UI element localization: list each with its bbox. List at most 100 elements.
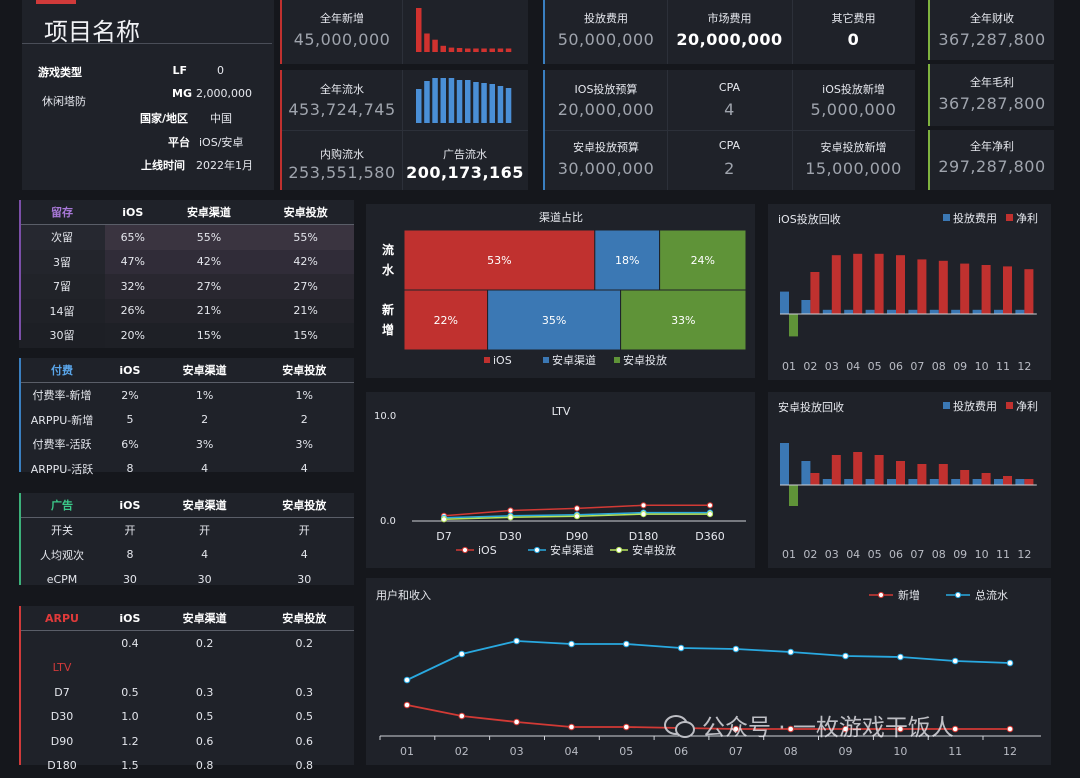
data-label: 18% [615,254,639,267]
tick-label: 05 [868,548,882,561]
table-header-cell: 安卓渠道 [161,200,258,225]
tick-label: 03 [825,360,839,373]
kpi-panel-users: 全年新增 45,000,000 [280,0,528,64]
table-cell: 1% [155,383,255,408]
table-cell: 次留 [19,225,105,250]
table-cell: 0.5 [155,705,255,730]
table-cell: 30留 [19,323,105,348]
tick-label: 04 [565,745,579,758]
sparkline-bar [481,83,487,123]
data-point [952,658,958,664]
sparkline-bar [465,49,471,53]
bar [875,455,884,485]
info-label-mg: MG [117,87,192,100]
brand-mark [36,0,76,4]
bar [789,485,798,506]
table-cell: 42% [257,250,354,275]
tick-label: 02 [803,548,817,561]
table-cell: 42% [161,250,258,275]
bar [896,461,905,485]
data-point [514,638,520,644]
table-cell: 20% [105,323,161,348]
tick-label: 04 [846,360,860,373]
bar [832,255,841,314]
legend-label: 净利 [1016,211,1038,225]
kpi-ios-cpa-value: 4 [667,100,792,119]
table-header-cell: 安卓投放 [257,200,354,225]
table-cell: 3留 [19,250,105,275]
table-cell: LTV [19,656,105,681]
info-label-region: 国家/地区 [117,110,188,126]
sparkline-bar [457,48,463,52]
table-cell: 15% [257,323,354,348]
tick-label: 10 [893,745,907,758]
tick-label: 03 [825,548,839,561]
bar [789,314,798,336]
y-tick-label: 10.0 [374,411,396,422]
legend-label: iOS [478,544,497,557]
table-cell: 27% [257,274,354,299]
tick-label: D360 [695,530,724,543]
tick-label: D90 [566,530,588,543]
legend-marker [534,547,539,552]
legend-swatch [1006,214,1013,221]
kpi-ios-budget-value: 20,000,000 [545,100,667,119]
bar [982,265,991,314]
tick-label: 11 [996,548,1010,561]
sparkline-bar [506,88,512,123]
data-point [569,641,575,647]
bar [973,479,982,485]
table-cell: 65% [105,225,161,250]
sparkline-bar [416,89,422,123]
tick-label: 08 [932,360,946,373]
sparkline-bar [498,86,504,123]
bar [951,310,960,314]
table-header-cell: iOS [105,200,161,225]
y-tick-label: 0.0 [380,516,396,527]
sparkline-bar [457,80,463,123]
table-header-cell: ARPU [19,606,105,631]
legend-marker [462,547,467,552]
table-cell: 开 [254,518,354,543]
data-point [574,514,579,519]
table-cell: 7留 [19,274,105,299]
bar [844,310,853,314]
bar [960,264,969,314]
kpi-new-users-label: 全年新增 [282,10,402,26]
table-cell: 26% [105,299,161,324]
chart-title: 用户和收入 [376,588,431,602]
kpi-ios-budget-label: IOS投放预算 [545,81,667,97]
table-cell: D90 [19,729,105,754]
tick-label: 01 [782,360,796,373]
kpi-android-cpa-label: CPA [667,139,792,152]
sparkline-bar [481,49,487,53]
kpi-panel-costs: 投放费用 50,000,000 市场费用 20,000,000 其它费用 0 [543,0,915,64]
sparkline-bar [490,49,496,53]
data-point [707,503,712,508]
data-label: 33% [671,314,695,327]
table-cell: 3% [254,432,354,457]
kpi-iap-label: 内购流水 [282,146,402,162]
table-cell: 6% [105,432,155,457]
table-cell [105,656,155,681]
info-value-region: 中国 [210,110,232,126]
table-cell: ARPPU-活跃 [19,457,105,482]
bar [994,310,1003,314]
bar [866,479,875,485]
tick-label: 01 [782,548,796,561]
table-cell: 2% [105,383,155,408]
table-cell: 27% [161,274,258,299]
table-cell: D7 [19,680,105,705]
bar [951,479,960,485]
